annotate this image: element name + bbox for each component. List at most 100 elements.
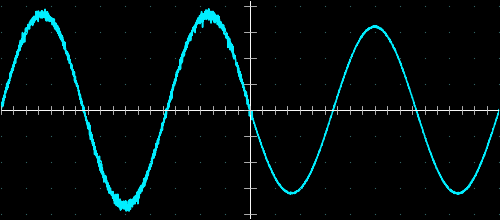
Point (246, 160, 254, 164)
Point (171, 30, 179, 34)
Point (496, 30, 500, 34)
Point (72, 56, 80, 60)
Point (221, 134, 229, 138)
Point (246, 108, 254, 112)
Point (271, 56, 279, 60)
Point (321, 186, 329, 190)
Point (196, 4, 204, 8)
Point (122, 30, 130, 34)
Point (420, 186, 428, 190)
Point (72, 4, 80, 8)
Point (470, 160, 478, 164)
Point (171, 160, 179, 164)
Point (96, 212, 104, 216)
Point (96, 160, 104, 164)
Point (446, 186, 454, 190)
Point (22, 56, 30, 60)
Point (396, 212, 404, 216)
Point (370, 4, 378, 8)
Point (46, 160, 54, 164)
Point (396, 30, 404, 34)
Point (246, 30, 254, 34)
Point (420, 4, 428, 8)
Point (0, 160, 4, 164)
Point (346, 160, 354, 164)
Point (146, 186, 154, 190)
Point (496, 82, 500, 86)
Point (346, 30, 354, 34)
Point (296, 108, 304, 112)
Point (470, 212, 478, 216)
Point (470, 134, 478, 138)
Point (420, 56, 428, 60)
Point (420, 212, 428, 216)
Point (271, 160, 279, 164)
Point (122, 160, 130, 164)
Point (0, 30, 4, 34)
Point (146, 160, 154, 164)
Point (470, 82, 478, 86)
Point (470, 4, 478, 8)
Point (296, 186, 304, 190)
Point (96, 30, 104, 34)
Point (296, 134, 304, 138)
Point (370, 82, 378, 86)
Point (96, 108, 104, 112)
Point (72, 82, 80, 86)
Point (296, 160, 304, 164)
Point (122, 4, 130, 8)
Point (370, 30, 378, 34)
Point (420, 134, 428, 138)
Point (321, 4, 329, 8)
Point (396, 160, 404, 164)
Point (46, 134, 54, 138)
Point (146, 134, 154, 138)
Point (46, 4, 54, 8)
Point (246, 212, 254, 216)
Point (370, 160, 378, 164)
Point (496, 108, 500, 112)
Point (271, 186, 279, 190)
Point (346, 4, 354, 8)
Point (22, 212, 30, 216)
Point (321, 212, 329, 216)
Point (246, 134, 254, 138)
Point (346, 186, 354, 190)
Point (446, 30, 454, 34)
Point (0, 4, 4, 8)
Point (370, 134, 378, 138)
Point (0, 108, 4, 112)
Point (171, 56, 179, 60)
Point (146, 82, 154, 86)
Point (72, 30, 80, 34)
Point (22, 82, 30, 86)
Point (346, 108, 354, 112)
Point (446, 56, 454, 60)
Point (396, 4, 404, 8)
Point (196, 134, 204, 138)
Point (22, 134, 30, 138)
Point (346, 56, 354, 60)
Point (0, 212, 4, 216)
Point (196, 108, 204, 112)
Point (146, 30, 154, 34)
Point (171, 108, 179, 112)
Point (96, 4, 104, 8)
Point (146, 4, 154, 8)
Point (246, 186, 254, 190)
Point (46, 212, 54, 216)
Point (46, 82, 54, 86)
Point (171, 82, 179, 86)
Point (22, 186, 30, 190)
Point (396, 108, 404, 112)
Point (271, 108, 279, 112)
Point (122, 212, 130, 216)
Point (72, 160, 80, 164)
Point (271, 82, 279, 86)
Point (396, 186, 404, 190)
Point (496, 212, 500, 216)
Point (246, 82, 254, 86)
Point (271, 30, 279, 34)
Point (296, 82, 304, 86)
Point (196, 30, 204, 34)
